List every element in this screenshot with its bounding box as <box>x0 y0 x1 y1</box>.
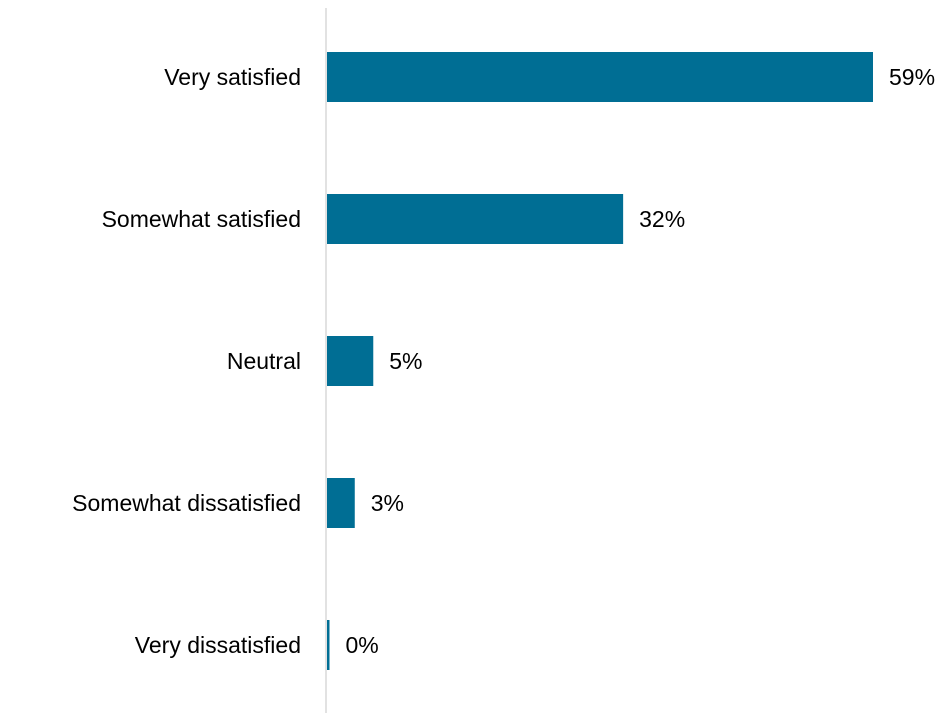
bar-group <box>327 52 873 670</box>
value-label-2: 5% <box>389 348 422 374</box>
bar-0 <box>327 52 873 102</box>
value-label-1: 32% <box>639 206 685 232</box>
bar-2 <box>327 336 374 386</box>
bar-4 <box>327 620 330 670</box>
category-label-4: Very dissatisfied <box>135 632 301 658</box>
value-label-0: 59% <box>889 64 935 90</box>
value-label-3: 3% <box>371 490 404 516</box>
category-label-2: Neutral <box>227 348 301 374</box>
bar-3 <box>327 478 355 528</box>
bar-1 <box>327 194 624 244</box>
category-label-0: Very satisfied <box>164 64 301 90</box>
category-label-1: Somewhat satisfied <box>102 206 301 232</box>
value-label-group: 59% 32% 5% 3% 0% <box>346 64 936 658</box>
category-label-group: Very satisfied Somewhat satisfied Neutral S… <box>72 64 301 658</box>
value-label-4: 0% <box>346 632 379 658</box>
category-label-3: Somewhat dissatisfied <box>72 490 301 516</box>
